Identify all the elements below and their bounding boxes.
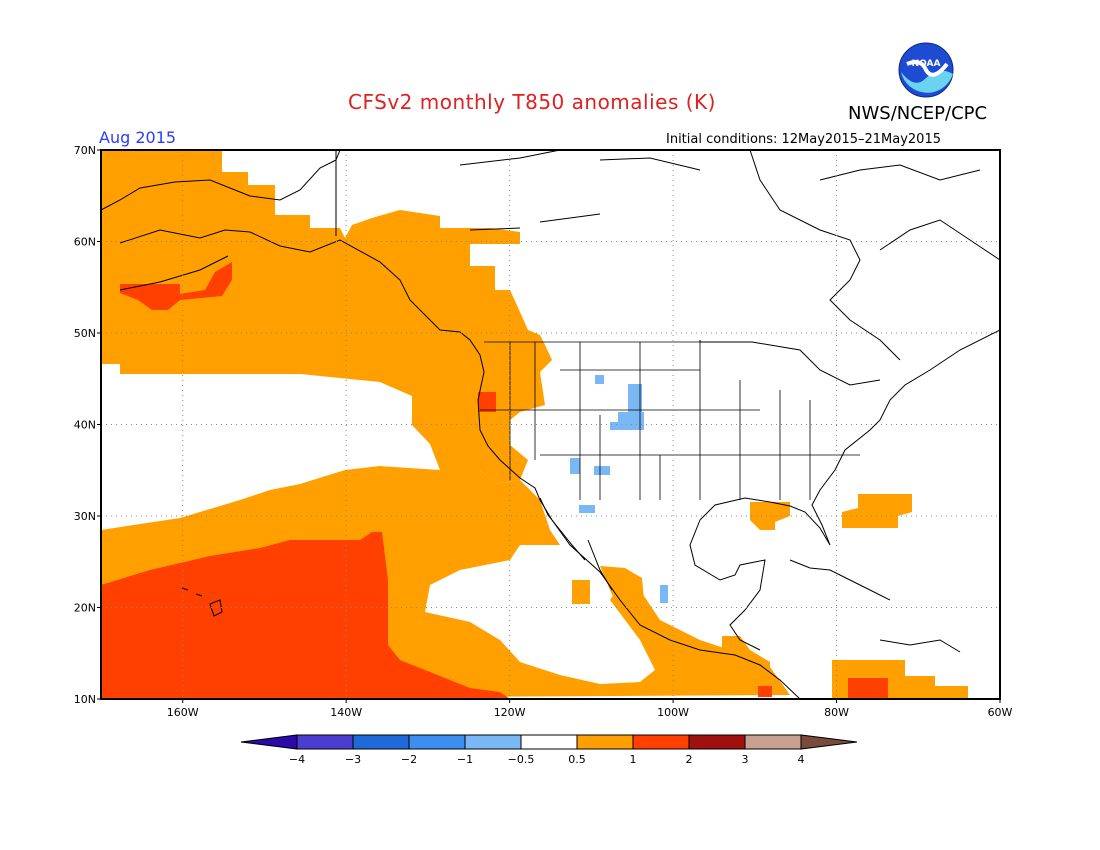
latitude-tick-label: 10N: [74, 693, 96, 706]
latitude-tick-label: 60N: [74, 236, 96, 249]
colorbar-label: 3: [742, 753, 749, 766]
longitude-labels: 160W 140W 120W 100W 80W 60W: [167, 699, 1013, 719]
longitude-tick-label: 100W: [657, 706, 689, 719]
venezuela-warm: [758, 686, 772, 697]
political-borders: [480, 341, 860, 500]
colorbar-swatch: [520, 734, 578, 750]
rockies-cool: [570, 375, 668, 603]
colorbar-label: −3: [345, 753, 361, 766]
forecast-month: Aug 2015: [99, 128, 177, 147]
colorbar-swatch: [744, 734, 802, 750]
colorbar-label: 4: [798, 753, 805, 766]
agency-label: NWS/NCEP/CPC: [848, 103, 988, 124]
hawaii-region-warm: [101, 532, 510, 699]
colorbar: −4 −3 −2 −1 −0.5 0.5 1 2 3 4: [240, 734, 858, 766]
hawaii-islands: [181, 587, 223, 617]
alaska-peninsula-warm: [120, 262, 232, 310]
mexico-coast-warm: [600, 566, 660, 630]
latitude-labels: 10N 20N 30N 40N 50N 60N 70N: [74, 144, 101, 706]
colorbar-label: −2: [401, 753, 417, 766]
longitude-tick-label: 160W: [167, 706, 199, 719]
colorbar-label: −1: [457, 753, 473, 766]
latitude-tick-label: 30N: [74, 510, 96, 523]
latitude-tick-label: 50N: [74, 327, 96, 340]
colorbar-label: −0.5: [508, 753, 535, 766]
colorbar-swatch: [688, 734, 746, 750]
latitude-tick-label: 20N: [74, 602, 96, 615]
longitude-tick-label: 60W: [988, 706, 1013, 719]
gulf-of-alaska-warm: [101, 150, 552, 484]
central-america-warm: [722, 636, 770, 675]
colorbar-swatch: [464, 734, 522, 750]
latitude-tick-label: 40N: [74, 419, 96, 432]
longitude-tick-label: 120W: [494, 706, 526, 719]
colorbar-max-arrow: [800, 734, 858, 750]
oregon-warm-patch: [478, 392, 496, 412]
colorbar-label: −4: [289, 753, 305, 766]
colorbar-swatch: [632, 734, 690, 750]
colorbar-label: 0.5: [568, 753, 586, 766]
colorbar-min-arrow: [240, 734, 298, 750]
colorbar-swatch: [296, 734, 354, 750]
colorbar-swatch: [352, 734, 410, 750]
map-title: CFSv2 monthly T850 anomalies (K): [348, 90, 716, 114]
atlantic-warm: [842, 494, 912, 528]
initial-conditions: Initial conditions: 12May2015–21May2015: [666, 132, 941, 147]
colorbar-label: 2: [686, 753, 693, 766]
longitude-tick-label: 140W: [330, 706, 362, 719]
coastlines: [101, 150, 1000, 699]
gulf-coast-warm: [750, 502, 790, 530]
latitude-tick-label: 70N: [74, 144, 96, 157]
caribbean-warm: [848, 678, 888, 699]
colorbar-swatch: [576, 734, 634, 750]
baja-warm: [572, 580, 590, 604]
colorbar-swatch: [408, 734, 466, 750]
colorbar-label: 1: [630, 753, 637, 766]
logo-text: NOAA: [912, 59, 941, 69]
noaa-logo: NOAA: [898, 42, 954, 98]
longitude-tick-label: 80W: [824, 706, 849, 719]
